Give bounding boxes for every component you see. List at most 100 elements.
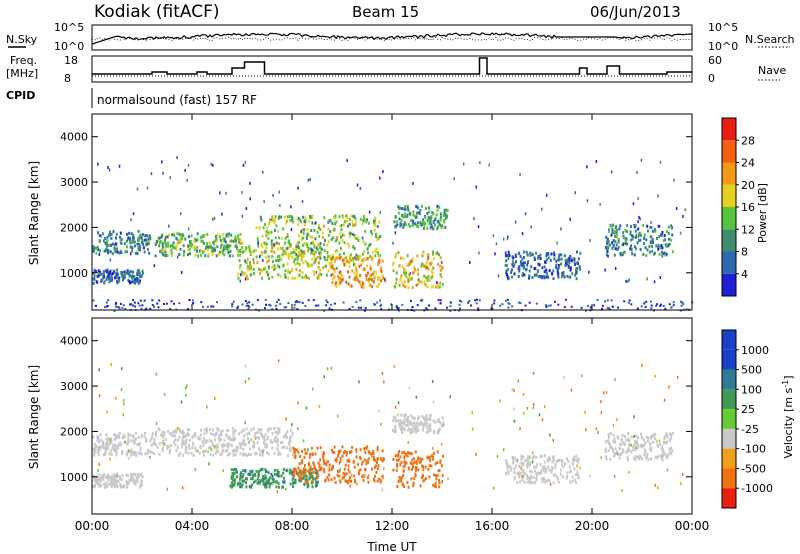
- power-cell-0-107: [137, 236, 140, 239]
- power-colorbar-label: Power [dB]: [756, 183, 769, 243]
- velocity-cell-6-69: [405, 418, 407, 422]
- velocity-cell-6-48: [429, 428, 432, 432]
- power-ground-243: [528, 301, 531, 304]
- velocity-cell-4-208: [335, 457, 338, 461]
- power-cell-8-54: [530, 265, 533, 269]
- velocity-cell-4-28: [372, 455, 375, 459]
- power-cell-9-9: [631, 234, 633, 238]
- velocity-cell-3-161: [261, 479, 264, 483]
- velocity-cell-5-45: [411, 458, 414, 462]
- velocity-cell-0-60: [107, 437, 110, 441]
- velocity-noise-76: [549, 482, 552, 486]
- power-cell-4-19: [321, 236, 324, 239]
- power-cell-8-29: [508, 254, 511, 257]
- power-noise-78: [637, 197, 639, 200]
- velocity-cell-3-114: [245, 485, 248, 489]
- velocity-cell-1-58: [126, 481, 129, 484]
- power-noise-135: [231, 239, 233, 243]
- power-cell-2-129: [224, 240, 227, 244]
- velocity-cell-3-154: [243, 479, 246, 483]
- velocity-cell-7-173: [521, 478, 524, 482]
- power-cell-3-86: [246, 277, 249, 281]
- velocity-noise-107: [140, 435, 143, 439]
- power-noise-15: [130, 252, 132, 256]
- power-cell-4-284: [296, 255, 299, 259]
- velocity-cell-2-129: [274, 440, 277, 443]
- power-cell-3-191: [290, 251, 293, 255]
- velocity-cell-5-91: [419, 484, 422, 488]
- velocity-noise-112: [679, 482, 682, 486]
- power-ground-241: [685, 308, 688, 311]
- velocity-noise-59: [595, 427, 598, 431]
- power-cell-1-105: [105, 277, 108, 281]
- power-cell-4-130: [327, 227, 330, 231]
- power-cell-4-90: [255, 226, 258, 229]
- power-cell-2-40: [232, 239, 235, 243]
- power-cell-4-273: [364, 229, 367, 233]
- power-cell-8-129: [547, 256, 550, 260]
- power-cell-8-94: [556, 267, 559, 271]
- power-cell-5-26: [359, 274, 362, 277]
- power-ground-57: [330, 303, 333, 306]
- power-cell-2-120: [161, 242, 164, 246]
- velocity-cell-5-73: [400, 477, 402, 481]
- power-cell-3-105: [250, 273, 253, 277]
- velocity-noise-66: [432, 400, 435, 404]
- power-cell-6-10: [434, 216, 437, 220]
- velocity-cell-7-169: [540, 454, 543, 458]
- power-cell-3-144: [250, 265, 253, 269]
- power-ground-33: [138, 304, 141, 307]
- power-cell-8-59: [513, 272, 516, 276]
- power-cell-2-183: [164, 238, 166, 242]
- power-cell-3-156: [284, 275, 287, 279]
- power-noise-2: [109, 258, 112, 262]
- velocity-noise-4: [378, 409, 380, 413]
- velocity-cell-4-112: [294, 456, 297, 460]
- freq-panel: Freq. [MHz] 18 8 60 0 Nave: [6, 54, 786, 85]
- velocity-cell-8-160: [666, 435, 669, 439]
- power-cell-4-36: [263, 249, 266, 253]
- velocity-ytick-label-0: 1000: [60, 471, 88, 484]
- power-cell-0-109: [99, 234, 102, 238]
- power-noise-142: [627, 279, 629, 283]
- velocity-cell-7-154: [512, 458, 515, 462]
- velocity-cell-8-118: [613, 454, 616, 458]
- power-cell-9-7: [658, 252, 661, 256]
- power-cell-2-39: [228, 254, 231, 258]
- velocity-cell-3-156: [276, 473, 279, 477]
- power-colorbar-swatch-2: [722, 229, 736, 252]
- power-cell-7-96: [429, 262, 432, 266]
- power-cell-6-47: [412, 221, 415, 225]
- power-cell-8-170: [561, 275, 563, 278]
- velocity-cell-0-93: [129, 450, 132, 454]
- velocity-cell-4-155: [327, 460, 329, 463]
- velocity-cell-3-191: [292, 485, 295, 488]
- power-cell-8-22: [505, 259, 508, 263]
- power-ground-88: [163, 303, 165, 305]
- power-cell-4-211: [255, 248, 257, 252]
- velocity-cell-8-154: [626, 455, 629, 459]
- velocity-cell-6-23: [427, 417, 430, 421]
- power-cell-2-59: [239, 250, 242, 254]
- velocity-cell-0-73: [95, 444, 98, 448]
- velocity-cell-1-89: [107, 478, 110, 482]
- velocity-cell-0-127: [121, 450, 124, 454]
- power-cell-7-118: [407, 262, 410, 266]
- velocity-cell-6-54: [401, 431, 404, 435]
- velocity-cell-7-155: [520, 457, 523, 461]
- power-cell-8-100: [512, 256, 515, 260]
- velocity-cell-1-94: [97, 482, 100, 486]
- power-ground-152: [424, 307, 427, 310]
- velocity-cell-0-84: [106, 444, 109, 448]
- power-cell-2-168: [171, 243, 174, 247]
- velocity-cell-6-82: [426, 421, 428, 425]
- velocity-cell-1-56: [93, 478, 96, 482]
- velocity-cell-4-151: [344, 479, 347, 483]
- power-ground-166: [323, 309, 326, 312]
- power-cell-4-139: [327, 220, 330, 224]
- velocity-cell-2-157: [234, 437, 237, 441]
- velocity-cell-8-32: [607, 433, 610, 436]
- velocity-cell-5-69: [421, 464, 423, 468]
- velocity-cell-6-76: [425, 414, 428, 418]
- power-ground-99: [231, 303, 234, 306]
